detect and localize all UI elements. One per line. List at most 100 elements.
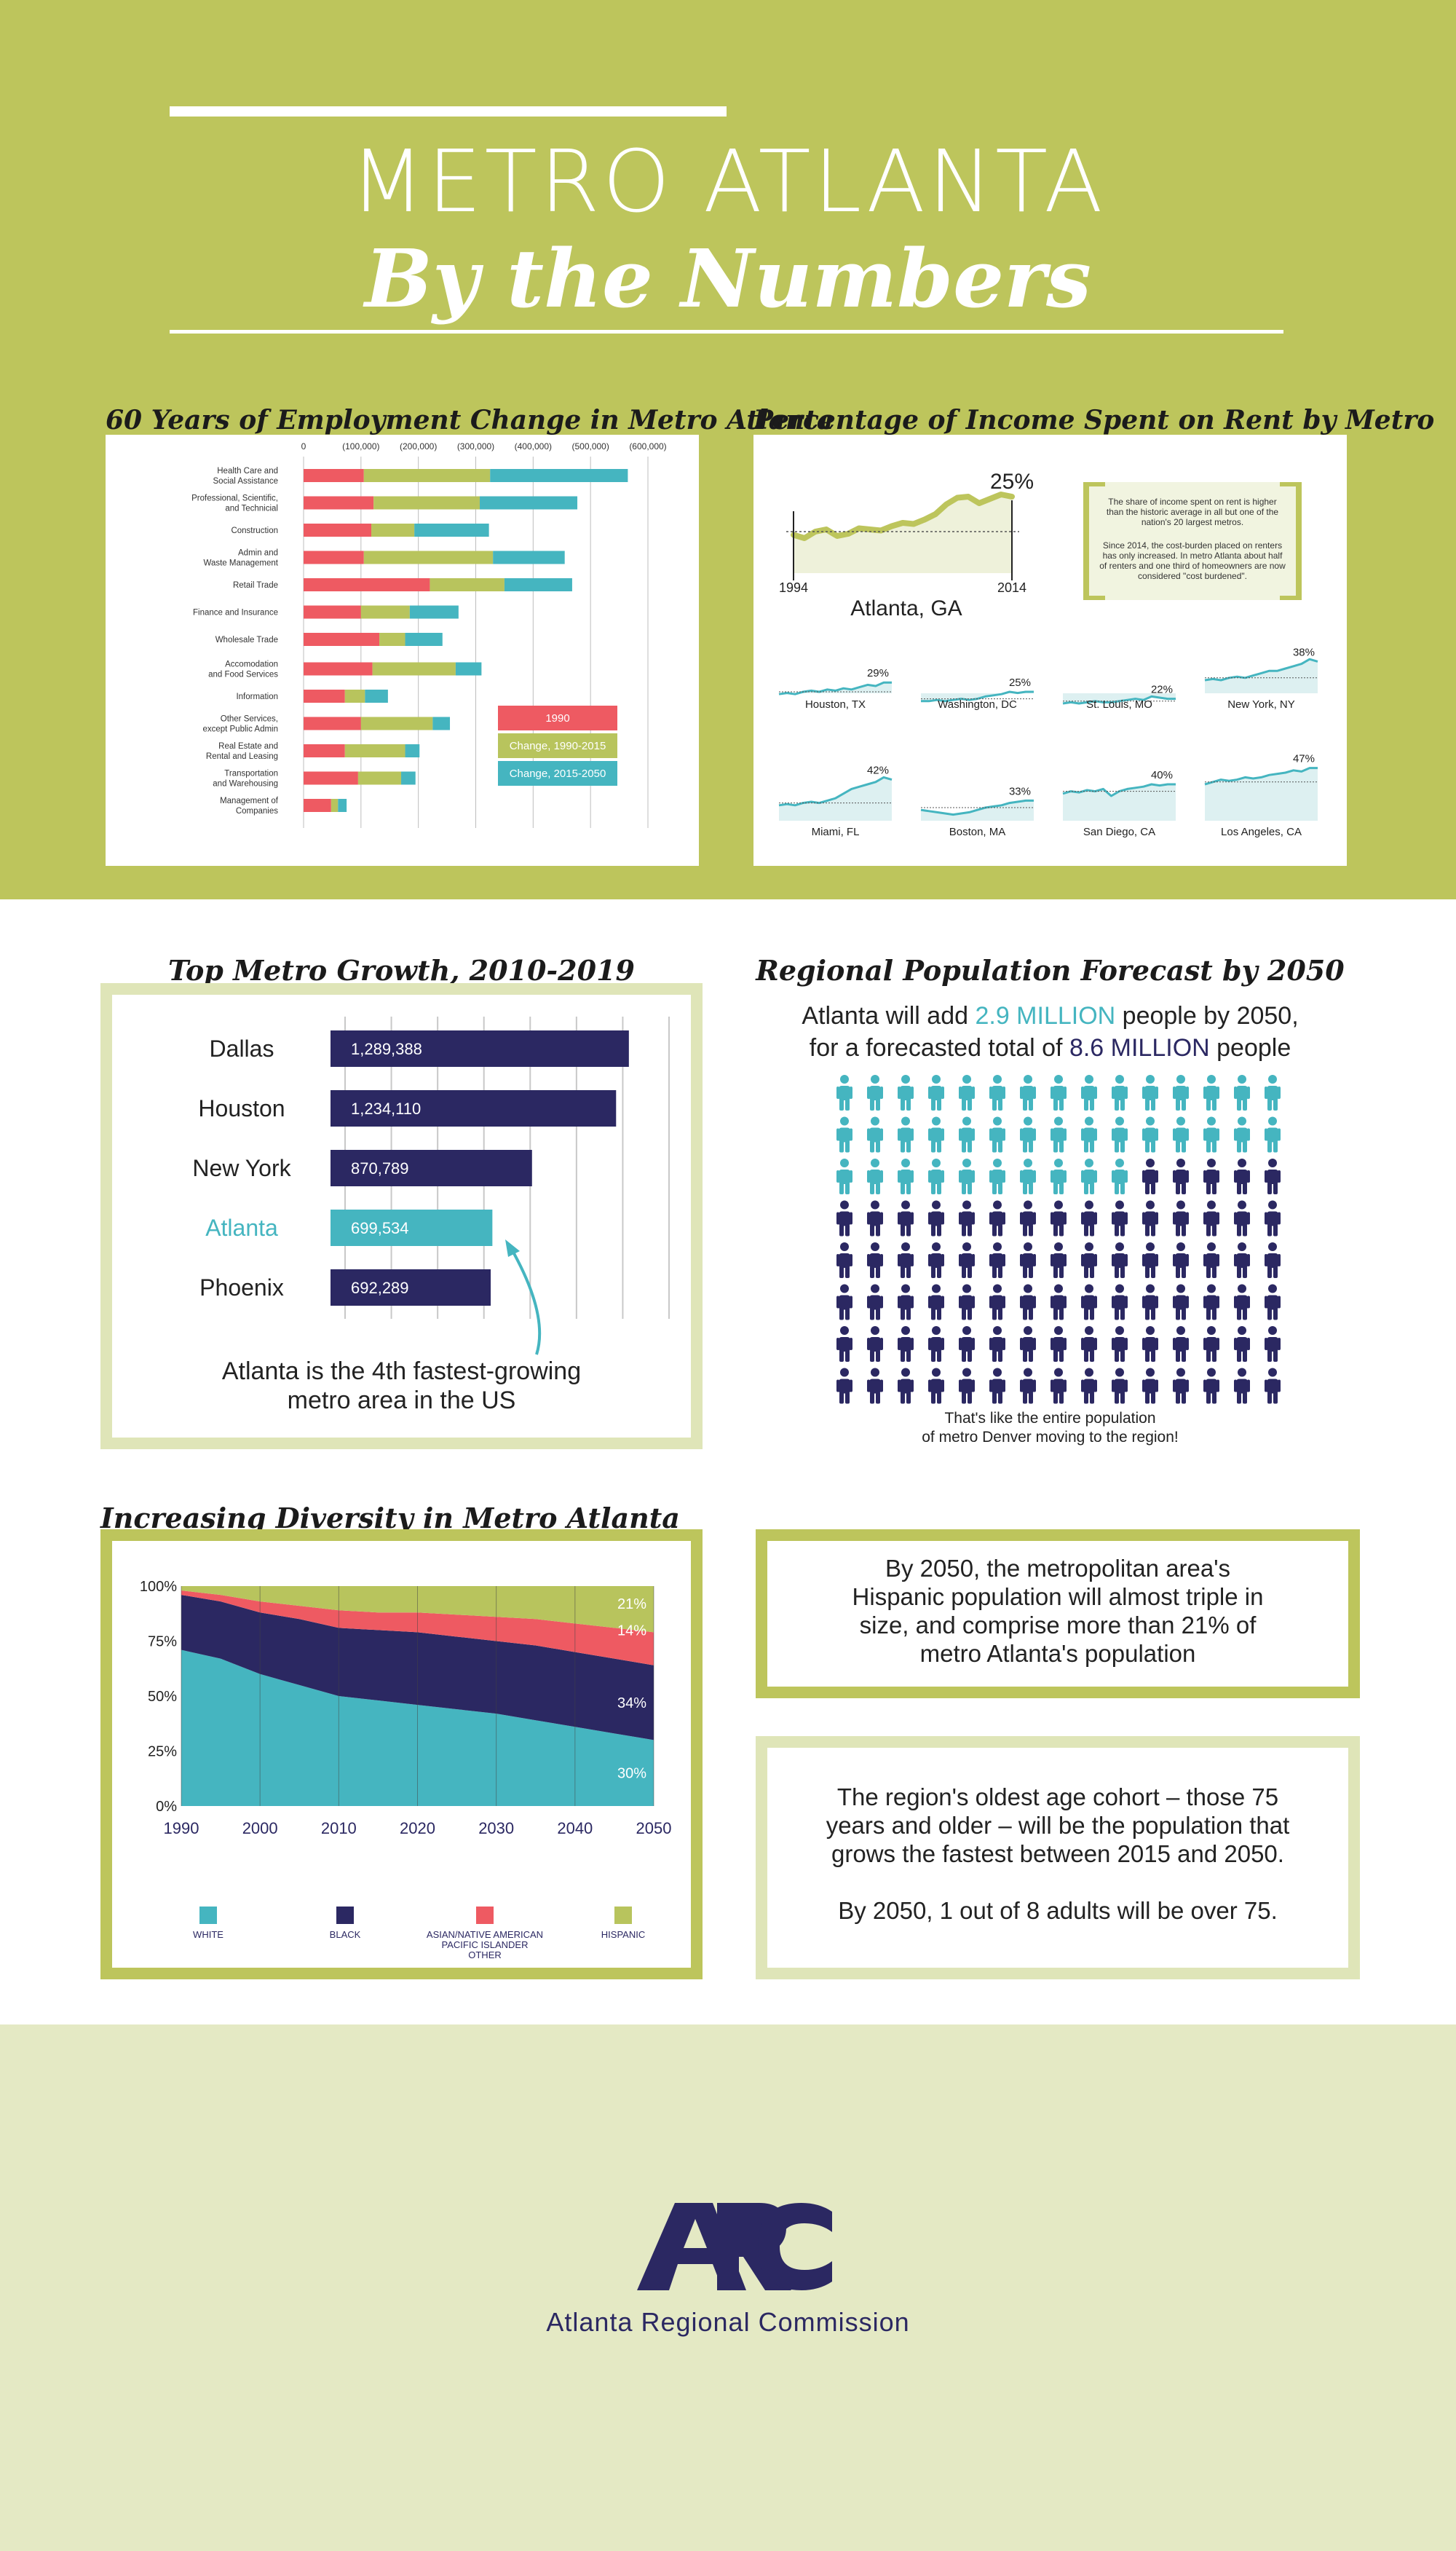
person-icon-arm-right	[972, 1379, 975, 1392]
person-icon-arm-right	[1186, 1254, 1189, 1266]
person-icon-leg-right	[1090, 1308, 1094, 1320]
person-icon-leg-left	[1206, 1392, 1211, 1404]
person-icon-leg-right	[906, 1392, 911, 1404]
person-icon-arm-left	[1081, 1087, 1084, 1099]
emp-bar-segment	[371, 524, 415, 537]
person-icon-leg-left	[839, 1308, 844, 1320]
person-icon-leg-left	[839, 1266, 844, 1278]
person-icon-leg-right	[906, 1099, 911, 1111]
person-icon-leg-left	[1267, 1224, 1272, 1237]
emp-bar-segment	[373, 496, 480, 510]
person-icon-arm-right	[941, 1212, 944, 1225]
rent-small-line	[778, 681, 892, 695]
person-icon-leg-left	[1023, 1308, 1027, 1320]
person-icon-leg-right	[1120, 1099, 1125, 1111]
person-icon-leg-right	[876, 1350, 880, 1362]
emp-bar-segment	[304, 524, 372, 537]
person-icon	[928, 1075, 944, 1111]
person-icon-leg-right	[1182, 1224, 1186, 1237]
rent-main-value-label: 25%	[990, 470, 1034, 494]
person-icon-arm-left	[1142, 1338, 1145, 1350]
person-icon-head	[1207, 1326, 1216, 1335]
person-icon-leg-left	[1176, 1183, 1180, 1194]
person-icon-body	[992, 1379, 1003, 1394]
person-icon-body	[1083, 1211, 1095, 1226]
person-icon-body	[1236, 1211, 1248, 1226]
emp-x-tick: 0	[301, 441, 306, 452]
emp-bar-segment	[490, 469, 628, 482]
person-icon	[1051, 1200, 1067, 1237]
person-icon	[1112, 1242, 1128, 1278]
person-icon-head	[1146, 1284, 1155, 1293]
person-icon-leg-left	[870, 1099, 874, 1111]
person-icon-leg-right	[1029, 1099, 1033, 1111]
rent-small-value-label: 40%	[1151, 769, 1173, 781]
person-icon-arm-left	[1020, 1128, 1023, 1141]
person-icon-body	[1114, 1337, 1125, 1352]
person-icon-leg-left	[839, 1099, 844, 1111]
person-icon	[1020, 1242, 1036, 1278]
person-icon-arm-right	[1033, 1087, 1036, 1099]
person-icon-arm-left	[1112, 1296, 1115, 1309]
person-icon-head	[993, 1116, 1002, 1126]
person-icon-leg-right	[1243, 1183, 1247, 1194]
person-icon-arm-right	[1094, 1170, 1097, 1183]
person-icon-head	[1146, 1200, 1155, 1210]
person-icon	[928, 1200, 944, 1237]
person-icon-body	[1053, 1170, 1064, 1184]
person-icon-head	[1115, 1116, 1124, 1126]
emp-legend-swatch	[498, 706, 617, 730]
diversity-end-label: 30%	[617, 1766, 646, 1782]
person-icon-arm-left	[1173, 1296, 1176, 1309]
person-icon-leg-left	[962, 1099, 966, 1111]
person-icon-leg-left	[1176, 1099, 1180, 1111]
person-icon	[1234, 1075, 1250, 1111]
person-icon	[867, 1368, 883, 1404]
person-icon-leg-left	[931, 1183, 935, 1194]
person-icon-arm-right	[1155, 1128, 1158, 1141]
person-icon-body	[992, 1086, 1003, 1100]
person-icon-leg-left	[1267, 1308, 1272, 1320]
emp-bar-segment	[379, 633, 405, 646]
person-icon-leg-left	[1115, 1350, 1119, 1362]
emp-bar-segment	[304, 662, 373, 676]
emp-category-label: except Public Admin	[202, 725, 278, 734]
emp-bar-segment	[414, 524, 489, 537]
person-icon-arm-right	[1247, 1212, 1250, 1225]
person-icon	[1265, 1242, 1281, 1278]
person-icon-head	[840, 1200, 849, 1210]
person-icon-leg-left	[1023, 1224, 1027, 1237]
growth-bar	[331, 1210, 493, 1246]
person-icon-body	[1267, 1211, 1278, 1226]
person-icon	[867, 1326, 883, 1362]
person-icon	[1173, 1116, 1189, 1153]
person-icon-leg-right	[1212, 1140, 1216, 1153]
diversity-legend-swatch	[614, 1907, 632, 1924]
person-icon-arm-right	[972, 1338, 975, 1350]
person-icon-leg-right	[1090, 1350, 1094, 1362]
person-icon-arm-left	[1020, 1087, 1023, 1099]
person-icon-arm-right	[1002, 1338, 1005, 1350]
person-icon-arm-right	[1247, 1296, 1250, 1309]
person-icon-body	[1114, 1253, 1125, 1268]
person-icon-leg-right	[937, 1224, 941, 1237]
person-icon-head	[1024, 1284, 1032, 1293]
person-icon-leg-left	[1053, 1224, 1058, 1237]
person-icon	[1203, 1326, 1219, 1362]
person-icon-leg-left	[1267, 1099, 1272, 1111]
person-icon	[1234, 1242, 1250, 1278]
person-icon-body	[1053, 1127, 1064, 1143]
person-icon-leg-left	[1145, 1308, 1150, 1320]
emp-x-tick: (600,000)	[629, 441, 666, 452]
person-icon-arm-right	[1002, 1087, 1005, 1099]
person-icon-arm-right	[850, 1087, 852, 1099]
person-icon	[1081, 1075, 1097, 1111]
person-icon-body	[1053, 1253, 1064, 1268]
person-icon-arm-left	[989, 1254, 992, 1266]
emp-bar-segment	[360, 605, 410, 619]
person-icon-head	[1115, 1326, 1124, 1335]
emp-category-label: Management of	[220, 797, 279, 805]
person-icon-head	[1238, 1242, 1246, 1251]
diversity-legend-swatch	[336, 1907, 354, 1924]
forecast-line2-post: people	[1209, 1034, 1291, 1062]
